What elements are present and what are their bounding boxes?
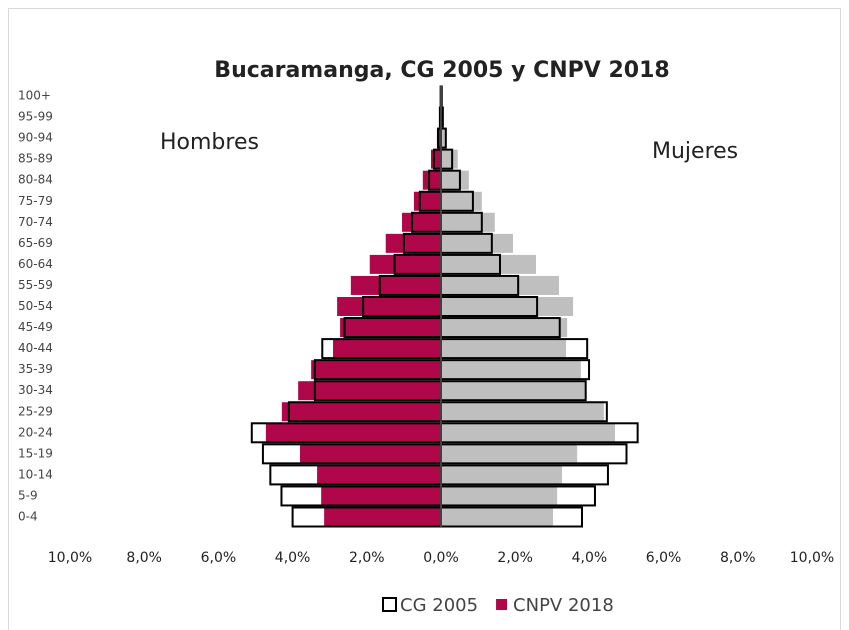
y-tick-label: 65-69 bbox=[18, 236, 53, 250]
bar bbox=[441, 233, 513, 253]
x-tick-label: 8,0% bbox=[720, 550, 756, 566]
bar bbox=[385, 233, 441, 253]
y-tick-label: 90-94 bbox=[18, 131, 53, 145]
bar bbox=[317, 465, 441, 485]
y-tick-label: 15-19 bbox=[18, 446, 53, 460]
bar bbox=[369, 254, 441, 274]
y-tick-label: 25-29 bbox=[18, 404, 53, 418]
y-tick-label: 30-34 bbox=[18, 383, 53, 397]
x-tick-label: 2,0% bbox=[497, 550, 533, 566]
x-tick-label: 4,0% bbox=[572, 550, 608, 566]
bar bbox=[321, 486, 441, 506]
bar bbox=[300, 444, 441, 464]
bar bbox=[441, 486, 558, 506]
legend-label: CNPV 2018 bbox=[513, 595, 614, 616]
bar bbox=[441, 318, 568, 338]
bar bbox=[298, 381, 441, 401]
y-tick-label: 85-89 bbox=[18, 152, 53, 166]
bar bbox=[441, 423, 615, 443]
y-tick-label: 95-99 bbox=[18, 110, 53, 124]
bar bbox=[340, 318, 441, 338]
bar bbox=[402, 212, 441, 232]
legend-swatch bbox=[496, 599, 508, 610]
annotation: Mujeres bbox=[652, 139, 738, 164]
bar bbox=[337, 297, 441, 316]
x-tick-label: 10,0% bbox=[48, 550, 92, 566]
legend-label: CG 2005 bbox=[400, 595, 478, 616]
x-tick-label: 4,0% bbox=[275, 550, 311, 566]
bar bbox=[441, 339, 567, 359]
bar bbox=[311, 360, 441, 380]
y-tick-label: 10-14 bbox=[18, 467, 53, 481]
bar bbox=[324, 507, 441, 527]
bar bbox=[441, 465, 562, 485]
bar bbox=[441, 149, 458, 169]
y-tick-label: 35-39 bbox=[18, 362, 53, 376]
bar bbox=[441, 212, 495, 232]
chart-title: Bucaramanga, CG 2005 y CNPV 2018 bbox=[214, 58, 669, 83]
y-tick-label: 60-64 bbox=[18, 257, 53, 271]
bar bbox=[422, 170, 441, 190]
bar bbox=[441, 254, 536, 274]
bar bbox=[441, 381, 587, 401]
bar bbox=[441, 297, 574, 316]
bar bbox=[441, 507, 554, 527]
legend-swatch bbox=[382, 597, 397, 612]
y-tick-label: 5-9 bbox=[18, 488, 38, 502]
x-tick-label: 10,0% bbox=[790, 550, 834, 566]
bar bbox=[413, 191, 441, 211]
y-tick-label: 40-44 bbox=[18, 341, 53, 355]
bar bbox=[441, 275, 559, 295]
bar bbox=[265, 423, 441, 443]
bar bbox=[430, 149, 441, 169]
x-tick-label: 0,0% bbox=[423, 550, 459, 566]
bar bbox=[350, 275, 441, 295]
y-tick-label: 0-4 bbox=[18, 510, 38, 524]
bar bbox=[281, 402, 441, 422]
x-tick-label: 6,0% bbox=[646, 550, 682, 566]
bar bbox=[441, 128, 447, 148]
y-tick-label: 55-59 bbox=[18, 278, 53, 292]
y-tick-label: 70-74 bbox=[18, 215, 53, 229]
y-tick-label: 80-84 bbox=[18, 173, 53, 187]
y-tick-label: 75-79 bbox=[18, 194, 53, 208]
y-tick-label: 100+ bbox=[18, 89, 51, 103]
y-tick-label: 20-24 bbox=[18, 425, 53, 439]
x-tick-label: 2,0% bbox=[349, 550, 385, 566]
x-tick-label: 6,0% bbox=[201, 550, 237, 566]
bar bbox=[333, 339, 441, 359]
bar bbox=[441, 170, 469, 190]
bar bbox=[441, 444, 578, 464]
x-tick-label: 8,0% bbox=[126, 550, 162, 566]
bar bbox=[441, 360, 581, 380]
bar bbox=[441, 191, 482, 211]
annotation: Hombres bbox=[160, 130, 259, 155]
y-tick-label: 50-54 bbox=[18, 299, 53, 313]
y-tick-label: 45-49 bbox=[18, 320, 53, 334]
bar bbox=[441, 402, 604, 422]
